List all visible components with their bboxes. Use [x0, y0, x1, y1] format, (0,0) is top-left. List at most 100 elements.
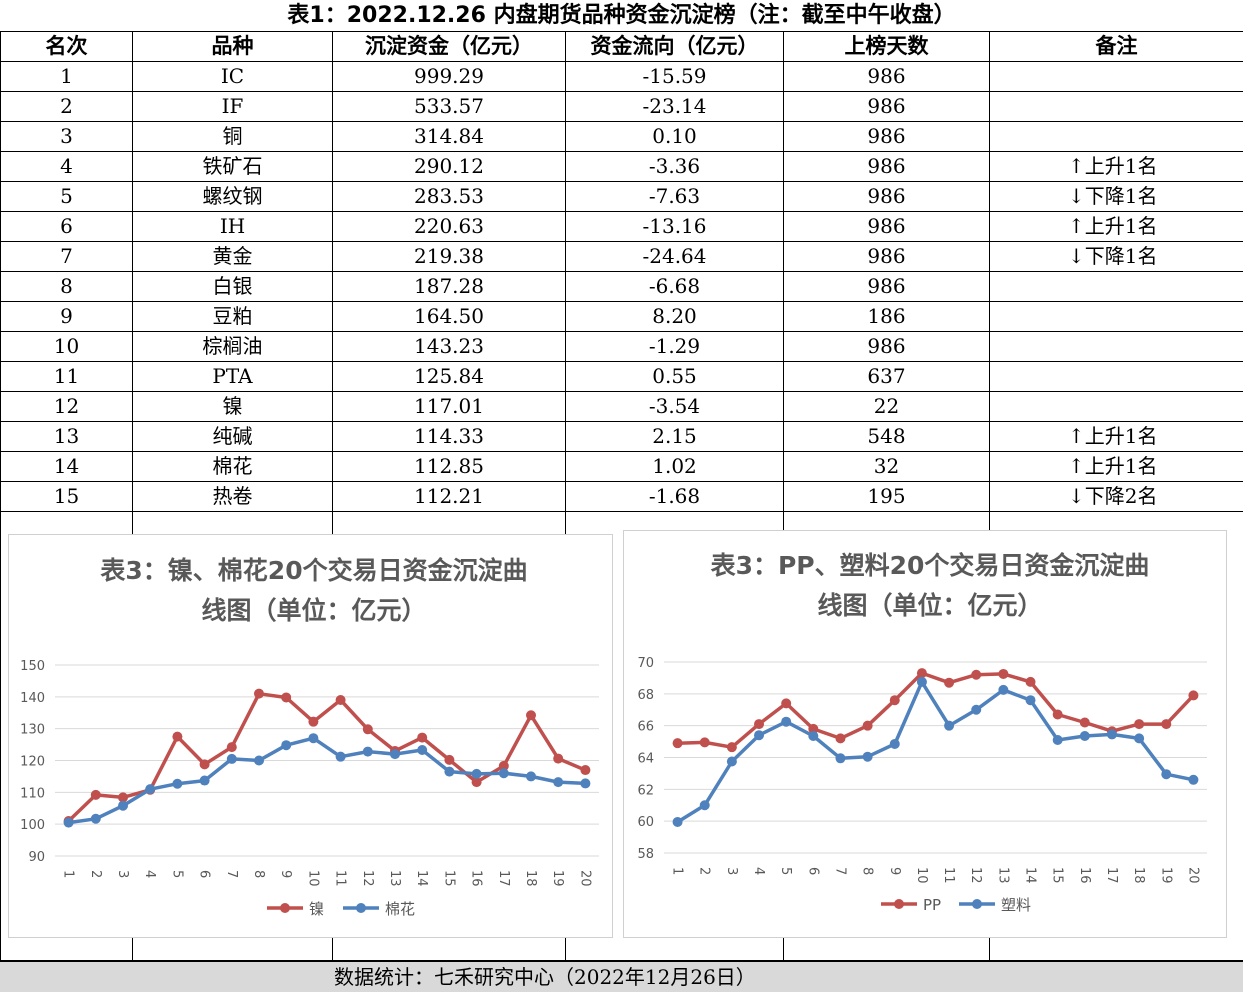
footer-bar: 数据统计：七禾研究中心（2022年12月26日） — [0, 961, 1243, 992]
x-tick-label: 5 — [169, 870, 184, 878]
x-tick-label: 12 — [968, 867, 983, 884]
cell-note — [990, 92, 1243, 122]
cell-note — [990, 392, 1243, 422]
data-point — [363, 747, 373, 757]
cell-flow: -15.59 — [566, 62, 784, 92]
cell-name: IF — [133, 92, 333, 122]
legend-label: 镍 — [309, 900, 324, 918]
chart-title-line1: 表3：镍、棉花20个交易日资金沉淀曲 — [100, 556, 527, 585]
cell-flow: -13.16 — [566, 212, 784, 242]
cell-name: 热卷 — [133, 482, 333, 512]
x-tick-label: 4 — [751, 867, 766, 875]
cell-funds: 114.33 — [333, 422, 566, 452]
cell-rank: 3 — [1, 122, 133, 152]
data-point — [580, 778, 590, 788]
x-tick-label: 19 — [1158, 867, 1173, 884]
cell-note: ↑上升1名 — [990, 212, 1243, 242]
cell-days: 986 — [784, 92, 990, 122]
data-point — [64, 818, 74, 828]
legend-label: 棉花 — [385, 900, 415, 918]
cell-flow: -1.68 — [566, 482, 784, 512]
cell-days: 986 — [784, 242, 990, 272]
cell-flow: -23.14 — [566, 92, 784, 122]
x-tick-label: 9 — [278, 870, 293, 878]
data-point — [727, 742, 737, 752]
y-tick-label: 130 — [20, 723, 45, 738]
cell-days: 22 — [784, 392, 990, 422]
data-point — [227, 742, 237, 752]
y-tick-label: 100 — [20, 818, 45, 833]
cell-name: PTA — [133, 362, 333, 392]
data-point — [145, 784, 155, 794]
x-tick-label: 1 — [61, 870, 76, 878]
data-point — [1188, 690, 1198, 700]
data-point — [998, 669, 1008, 679]
x-tick-label: 13 — [995, 867, 1010, 884]
x-tick-label: 10 — [305, 870, 320, 887]
legend-marker — [972, 899, 982, 909]
data-point — [1107, 729, 1117, 739]
data-point — [281, 692, 291, 702]
x-tick-label: 17 — [496, 870, 511, 887]
y-tick-label: 62 — [637, 783, 654, 798]
data-point — [700, 737, 710, 747]
cell-note: ↑上升1名 — [990, 452, 1243, 482]
data-point — [499, 768, 509, 778]
data-point — [781, 698, 791, 708]
legend-marker — [356, 903, 366, 913]
data-point — [526, 710, 536, 720]
x-tick-label: 5 — [778, 867, 793, 875]
cell-note — [990, 362, 1243, 392]
cell-note: ↓下降1名 — [990, 242, 1243, 272]
data-point — [1080, 717, 1090, 727]
x-tick-label: 1 — [670, 867, 685, 875]
cell-name: 棉花 — [133, 452, 333, 482]
cell-flow: -6.68 — [566, 272, 784, 302]
y-tick-label: 68 — [637, 688, 654, 703]
y-tick-label: 140 — [20, 691, 45, 706]
x-tick-label: 13 — [387, 870, 402, 887]
data-point — [1161, 719, 1171, 729]
x-tick-label: 8 — [251, 870, 266, 878]
data-point — [1161, 769, 1171, 779]
x-tick-label: 16 — [469, 870, 484, 887]
data-point — [1026, 695, 1036, 705]
data-point — [336, 752, 346, 762]
cell-name: 螺纹钢 — [133, 182, 333, 212]
cell-flow: 8.20 — [566, 302, 784, 332]
cell-days: 986 — [784, 62, 990, 92]
y-tick-label: 66 — [637, 720, 654, 735]
cell-funds: 533.57 — [333, 92, 566, 122]
cell-flow: 1.02 — [566, 452, 784, 482]
data-point — [863, 721, 873, 731]
y-tick-label: 120 — [20, 755, 45, 770]
cell-rank: 1 — [1, 62, 133, 92]
cell-rank: 10 — [1, 332, 133, 362]
data-point — [863, 752, 873, 762]
cell-funds: 219.38 — [333, 242, 566, 272]
cell-funds: 164.50 — [333, 302, 566, 332]
cell-funds: 290.12 — [333, 152, 566, 182]
data-point — [200, 759, 210, 769]
x-tick-label: 7 — [224, 870, 239, 878]
nickel-cotton-chart-svg: 表3：镍、棉花20个交易日资金沉淀曲线图（单位：亿元）9010011012013… — [9, 535, 612, 937]
data-point — [580, 765, 590, 775]
cell-days: 986 — [784, 272, 990, 302]
cell-rank: 11 — [1, 362, 133, 392]
cell-note: ↓下降1名 — [990, 182, 1243, 212]
cell-days: 548 — [784, 422, 990, 452]
data-point — [890, 739, 900, 749]
cell-flow: -24.64 — [566, 242, 784, 272]
data-point — [417, 745, 427, 755]
data-point — [363, 724, 373, 734]
chart-title-line2: 线图（单位：亿元） — [201, 596, 426, 625]
x-tick-label: 3 — [724, 867, 739, 875]
data-point — [754, 730, 764, 740]
x-tick-label: 9 — [887, 867, 902, 875]
cell-rank: 5 — [1, 182, 133, 212]
